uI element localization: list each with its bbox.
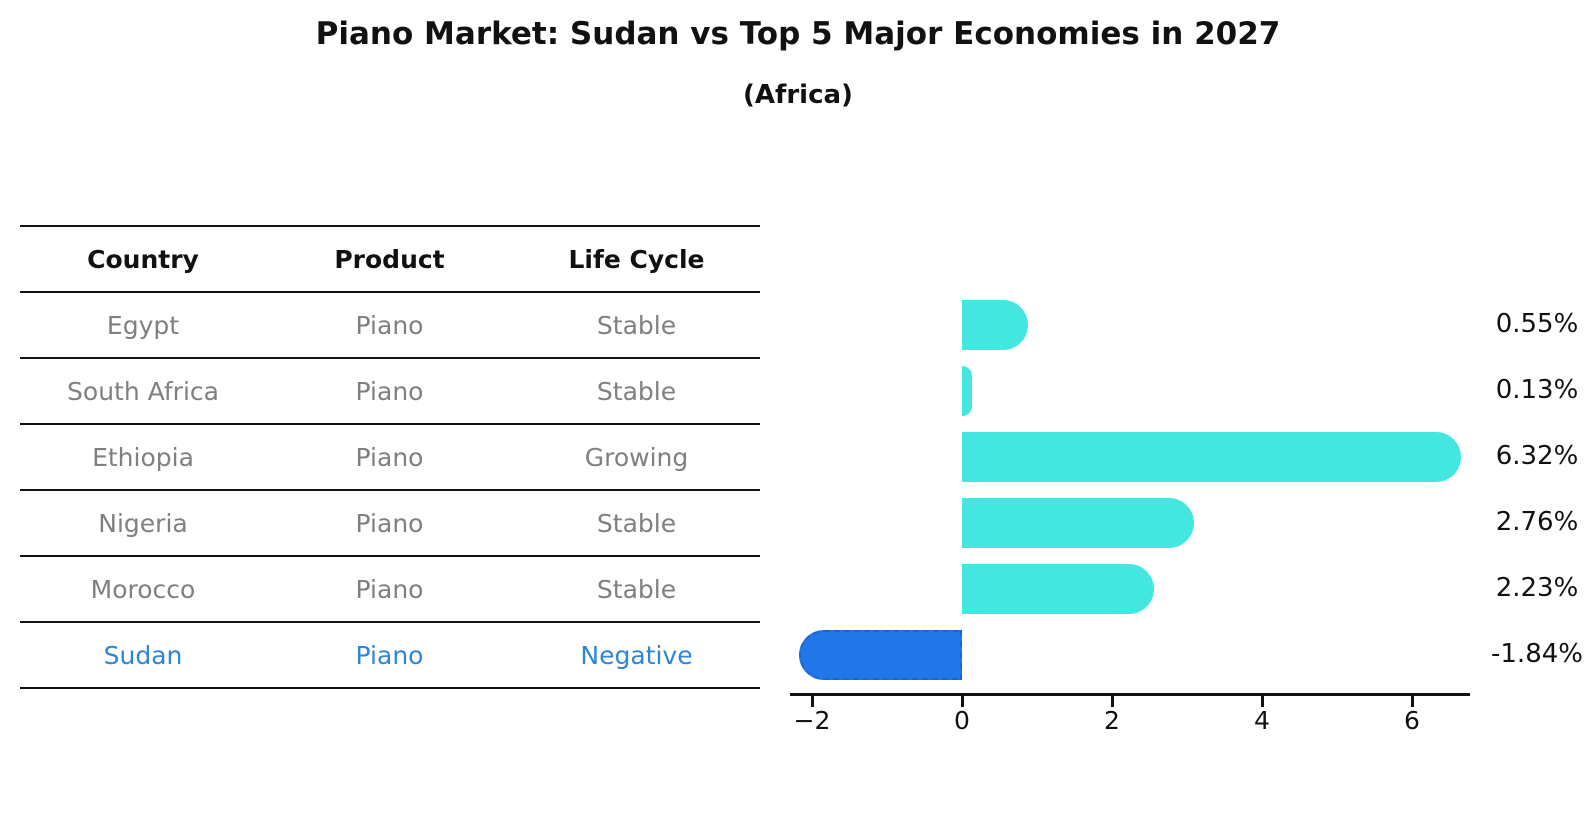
value-label-sudan: -1.84%	[1491, 639, 1583, 669]
page-subtitle: (Africa)	[743, 80, 853, 110]
x-axis-tick	[1260, 696, 1264, 707]
column-header-country: Country	[87, 244, 199, 274]
x-axis-tick-label: 0	[954, 706, 970, 735]
column-header-product: Product	[334, 244, 445, 274]
table-row-morocco: Morocco Piano Stable	[20, 557, 760, 623]
bar-nigeria	[962, 498, 1194, 548]
table-header-row: Country Product Life Cycle	[20, 227, 760, 293]
cell-country: Morocco	[90, 574, 196, 604]
x-axis-tick	[1410, 696, 1414, 707]
column-header-life-cycle: Life Cycle	[568, 244, 705, 274]
cell-country: Nigeria	[98, 508, 188, 538]
cell-product: Piano	[355, 574, 424, 604]
cell-country: Sudan	[103, 640, 183, 670]
x-axis-tick-label: 2	[1104, 706, 1120, 735]
bar-morocco	[962, 564, 1155, 614]
x-axis-tick	[810, 696, 814, 707]
cell-product: Piano	[355, 640, 424, 670]
page-title: Piano Market: Sudan vs Top 5 Major Econo…	[315, 16, 1281, 52]
value-label-ethiopia: 6.32%	[1495, 441, 1579, 471]
cell-life-cycle: Stable	[596, 310, 677, 340]
bar-ethiopia	[962, 432, 1461, 482]
x-axis-tick-label: −2	[793, 706, 831, 735]
cell-country: Egypt	[106, 310, 180, 340]
table-row-sudan: Sudan Piano Negative	[20, 623, 760, 689]
cell-life-cycle: Growing	[584, 442, 689, 472]
value-label-south-africa: 0.13%	[1495, 375, 1579, 405]
x-axis-tick-label: 4	[1254, 706, 1270, 735]
cell-product: Piano	[355, 508, 424, 538]
x-axis-line	[790, 693, 1470, 696]
value-label-nigeria: 2.76%	[1495, 507, 1579, 537]
cell-country: Ethiopia	[92, 442, 194, 472]
x-axis-tick-label: 6	[1404, 706, 1420, 735]
table-row-ethiopia: Ethiopia Piano Growing	[20, 425, 760, 491]
cell-product: Piano	[355, 310, 424, 340]
cell-life-cycle: Stable	[596, 376, 677, 406]
cell-life-cycle: Stable	[596, 508, 677, 538]
x-axis-tick	[960, 696, 964, 707]
cell-life-cycle: Negative	[580, 640, 693, 670]
cell-product: Piano	[355, 376, 424, 406]
bar-egypt	[962, 300, 1029, 350]
country-table: Country Product Life Cycle Egypt Piano S…	[20, 225, 760, 689]
cell-life-cycle: Stable	[596, 574, 677, 604]
cell-country: South Africa	[67, 376, 219, 406]
value-label-morocco: 2.23%	[1495, 573, 1579, 603]
bar-sudan	[799, 630, 962, 680]
cell-product: Piano	[355, 442, 424, 472]
bar-south-africa	[962, 366, 972, 416]
table-row-nigeria: Nigeria Piano Stable	[20, 491, 760, 557]
x-axis-tick	[1110, 696, 1114, 707]
table-row-egypt: Egypt Piano Stable	[20, 293, 760, 359]
table-row-south-africa: South Africa Piano Stable	[20, 359, 760, 425]
value-label-egypt: 0.55%	[1495, 309, 1579, 339]
